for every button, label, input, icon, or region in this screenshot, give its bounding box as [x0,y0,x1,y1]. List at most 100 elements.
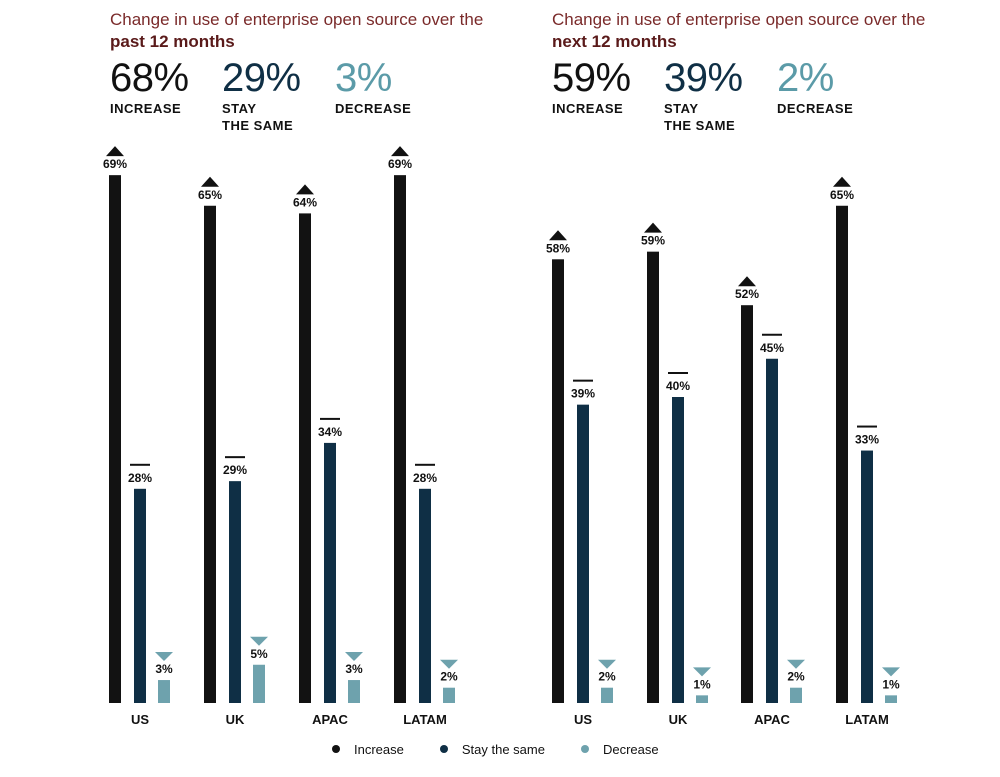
stat-label: DECREASE [335,101,412,116]
stat-value: 68% [110,56,189,100]
legend: Increase Stay the same Decrease [332,740,695,758]
stat-label-2: THE SAME [664,118,736,133]
down-arrow-icon [155,652,173,662]
category-label: LATAM [845,712,889,727]
bar-stay [672,397,684,703]
stat-label-2: THE SAME [222,118,294,133]
category-label: US [574,712,592,727]
value-label: 45% [760,341,784,355]
category-label: US [131,712,149,727]
value-label: 59% [641,234,665,248]
down-arrow-icon [598,659,616,669]
dash-icon [573,379,593,382]
legend-dot [580,745,589,753]
up-arrow-icon [391,146,409,157]
value-label: 5% [250,647,268,661]
category-label: UK [226,712,245,727]
stat-stay: 29% STAY THE SAME [222,58,301,134]
dash-icon [415,463,435,466]
title-prefix: Change in use of enterprise open source … [552,10,926,29]
legend-label: Decrease [602,741,659,757]
legend-label: Increase [354,741,404,757]
bar-stay [134,488,146,703]
up-arrow-icon [201,176,219,187]
bar-stay [419,488,431,703]
legend-item-decrease: Decrease [580,741,659,757]
value-label: 28% [413,471,437,485]
stat-decrease: 3% DECREASE [335,58,411,117]
value-label: 3% [155,662,173,676]
stat-label: STAY [664,101,699,116]
bar-increase [741,305,753,703]
panel-title: Change in use of enterprise open source … [552,9,932,53]
value-label: 69% [103,157,127,171]
bar-increase [836,205,848,703]
bar-increase [109,175,121,703]
bar-stay [861,450,873,703]
legend-dot [439,745,448,753]
value-label: 28% [128,471,152,485]
up-arrow-icon [833,176,851,187]
legend-dot [332,745,340,753]
value-label: 64% [293,195,317,209]
bar-decrease [790,687,802,703]
dash-icon [857,425,877,428]
stat-label: INCREASE [110,101,182,116]
value-label: 65% [830,188,854,202]
dash-icon [130,463,150,466]
bar-decrease [348,680,360,703]
legend-item-increase: Increase [332,742,404,757]
up-arrow-icon [644,222,662,233]
bar-stay [229,481,241,703]
down-arrow-icon [693,667,711,677]
down-arrow-icon [882,667,900,677]
title-bold: past 12 months [110,32,235,51]
value-label: 65% [198,188,222,202]
stat-value: 2% [777,56,834,100]
up-arrow-icon [106,146,124,157]
value-label: 33% [855,433,879,447]
value-label: 2% [787,670,805,684]
value-label: 2% [440,670,458,684]
stat-value: 29% [222,56,301,100]
dash-icon [668,372,688,374]
down-arrow-icon [440,659,458,669]
bar-stay [577,404,589,703]
value-label: 29% [223,463,247,477]
value-label: 40% [666,379,690,393]
stat-label: INCREASE [552,101,624,116]
bar-increase [299,213,311,703]
value-label: 52% [735,287,759,301]
value-label: 2% [598,670,616,684]
value-label: 58% [546,241,570,255]
value-label: 34% [318,425,342,439]
panel-title: Change in use of enterprise open source … [110,9,490,53]
dash-icon [225,456,245,459]
bar-decrease [696,695,708,703]
value-label: 3% [345,662,363,676]
category-label: LATAM [403,712,447,727]
bar-stay [324,442,336,703]
value-label: 69% [388,157,412,171]
stat-label: STAY [222,101,257,116]
bar-increase [552,259,564,703]
stat-increase: 68% INCREASE [110,58,189,117]
category-label: APAC [312,712,348,727]
bar-increase [394,175,406,703]
stat-increase: 59% INCREASE [552,58,631,117]
title-prefix: Change in use of enterprise open source … [110,10,484,29]
down-arrow-icon [787,659,805,669]
up-arrow-icon [738,276,756,287]
legend-label: Stay the same [461,741,545,757]
legend-item-stay: Stay the same [439,741,545,757]
value-label: 1% [882,677,900,691]
value-label: 39% [571,387,595,401]
title-bold: next 12 months [552,32,677,51]
up-arrow-icon [549,230,567,241]
bar-decrease [885,695,897,703]
bar-increase [647,251,659,703]
stat-decrease: 2% DECREASE [777,58,853,117]
bar-decrease [601,687,613,703]
value-label: 1% [693,677,711,691]
